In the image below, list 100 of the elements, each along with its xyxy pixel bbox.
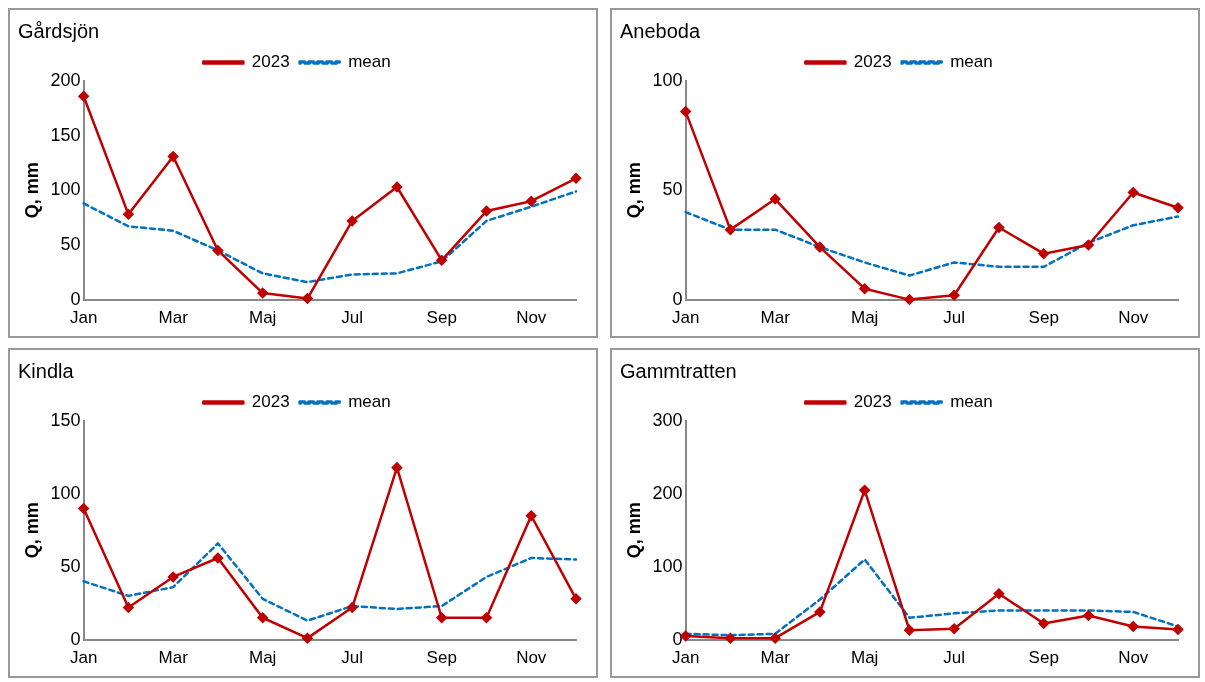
x-tick-label: Sep xyxy=(426,648,457,668)
point xyxy=(725,632,736,644)
point xyxy=(1083,610,1094,621)
y-tick-label: 100 xyxy=(652,555,683,576)
point xyxy=(570,173,582,184)
x-tick-label: Maj xyxy=(248,648,277,668)
y-tick-label: 100 xyxy=(50,482,81,503)
x-tick-label: Sep xyxy=(1028,648,1059,668)
x-tick-label: Maj xyxy=(850,648,879,668)
point xyxy=(725,224,736,235)
point xyxy=(1172,624,1184,635)
point xyxy=(346,602,358,613)
point xyxy=(212,552,224,564)
point xyxy=(993,588,1005,599)
point xyxy=(123,209,134,220)
point xyxy=(212,245,224,256)
point xyxy=(814,606,826,618)
line-series xyxy=(82,542,578,622)
point xyxy=(525,510,537,521)
y-tick-label: 50 xyxy=(662,179,683,200)
y-tick-label: 300 xyxy=(652,409,683,430)
chart-title: Gammtratten xyxy=(620,359,737,382)
x-tick-label: Nov xyxy=(1118,308,1149,328)
x-tick-label: Sep xyxy=(1028,308,1059,328)
y-axis-title: Q, mm xyxy=(21,502,42,559)
y-tick-label: 100 xyxy=(50,179,81,200)
point xyxy=(904,294,915,305)
legend-label: 2023 xyxy=(251,52,290,72)
x-tick-label: Mar xyxy=(760,648,791,668)
point xyxy=(391,181,403,193)
y-tick-label: 150 xyxy=(50,124,81,145)
y-tick-label: 150 xyxy=(50,409,81,430)
legend-label: mean xyxy=(950,392,993,412)
x-tick-label: Maj xyxy=(248,308,277,328)
y-tick-label: 0 xyxy=(70,288,81,309)
y-axis-title: Q, mm xyxy=(623,162,644,219)
line-series xyxy=(684,210,1180,277)
y-tick-label: 0 xyxy=(672,288,683,309)
y-tick-label: 0 xyxy=(672,628,683,649)
point xyxy=(436,255,447,266)
legend-label: mean xyxy=(348,52,391,72)
point xyxy=(391,462,403,473)
line-series xyxy=(82,190,578,284)
point xyxy=(481,205,492,217)
point xyxy=(78,503,89,514)
point xyxy=(167,151,179,162)
point xyxy=(525,195,537,207)
y-axis-title: Q, mm xyxy=(21,162,42,219)
point xyxy=(167,571,179,583)
x-tick-label: Mar xyxy=(158,308,189,328)
point xyxy=(1083,239,1094,251)
point xyxy=(481,612,492,623)
point xyxy=(814,241,826,253)
chart-title: Gårdsjön xyxy=(18,19,100,42)
x-tick-label: Mar xyxy=(158,648,189,668)
y-axis-title: Q, mm xyxy=(623,502,644,559)
point xyxy=(346,215,358,227)
point xyxy=(1172,202,1184,214)
point xyxy=(948,289,960,301)
x-tick-label: Jan xyxy=(69,648,98,668)
x-tick-label: Jul xyxy=(943,308,966,328)
point xyxy=(904,624,915,636)
point xyxy=(1038,248,1049,259)
point xyxy=(1038,618,1049,629)
point xyxy=(1127,187,1139,198)
y-tick-label: 200 xyxy=(50,69,81,90)
x-tick-label: Nov xyxy=(516,648,547,668)
x-tick-label: Nov xyxy=(1118,648,1149,668)
x-tick-label: Jan xyxy=(671,648,700,668)
point xyxy=(78,91,89,102)
point xyxy=(859,283,870,294)
x-tick-label: Jul xyxy=(943,648,966,668)
y-tick-label: 0 xyxy=(70,628,81,649)
x-tick-label: Jan xyxy=(69,308,98,328)
y-tick-label: 100 xyxy=(652,69,683,90)
y-tick-label: 50 xyxy=(60,233,81,254)
point xyxy=(948,623,960,634)
point xyxy=(570,593,582,605)
x-tick-label: Jul xyxy=(341,648,364,668)
legend-label: 2023 xyxy=(853,52,892,72)
point xyxy=(769,632,781,644)
chart-title: Kindla xyxy=(18,359,75,382)
point xyxy=(302,293,313,304)
point xyxy=(1127,621,1139,632)
x-tick-label: Nov xyxy=(516,308,547,328)
x-tick-label: Maj xyxy=(850,308,879,328)
point xyxy=(257,612,268,623)
y-tick-label: 50 xyxy=(60,555,81,576)
point xyxy=(680,106,691,117)
legend-label: 2023 xyxy=(251,392,290,412)
x-tick-label: Jul xyxy=(341,308,364,328)
legend-label: mean xyxy=(950,52,993,72)
legend-label: mean xyxy=(348,392,391,412)
point xyxy=(859,484,870,496)
point xyxy=(257,287,268,299)
x-tick-label: Sep xyxy=(426,308,457,328)
point xyxy=(993,222,1005,233)
y-tick-label: 200 xyxy=(652,482,683,503)
point xyxy=(302,632,313,644)
x-tick-label: Mar xyxy=(760,308,791,328)
